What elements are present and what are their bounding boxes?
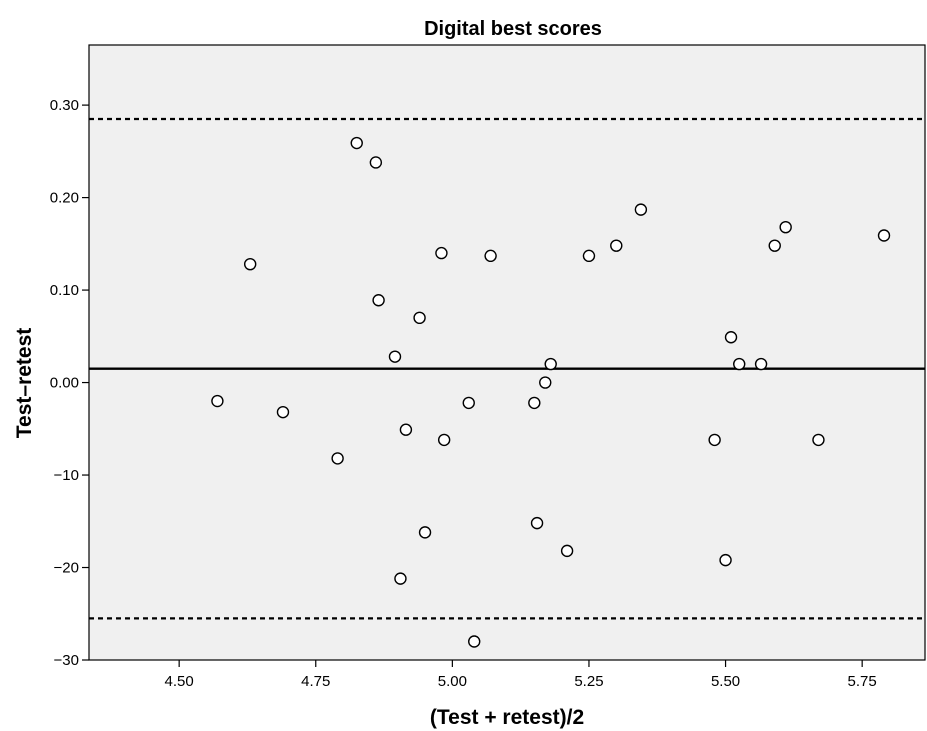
data-point xyxy=(399,423,413,436)
data-point xyxy=(276,405,290,419)
data-point xyxy=(350,136,363,150)
data-point xyxy=(211,394,224,408)
data-point xyxy=(754,357,768,371)
y-tick-label: −20 xyxy=(54,560,79,577)
data-point xyxy=(369,156,383,169)
y-tick-label: −10 xyxy=(54,467,79,484)
data-point xyxy=(610,239,623,252)
y-tick-label: −30 xyxy=(54,652,79,669)
data-points xyxy=(211,136,891,648)
y-tick-label: 0.30 xyxy=(50,97,79,114)
data-point xyxy=(372,294,385,307)
chart-title: Digital best scores xyxy=(424,18,602,40)
data-point xyxy=(779,220,792,234)
x-tick-label: 5.50 xyxy=(711,673,740,690)
y-tick-label: 0.00 xyxy=(50,375,79,392)
data-point xyxy=(437,433,451,447)
x-tick-label: 4.50 xyxy=(165,673,194,690)
x-tick-label: 5.25 xyxy=(574,673,603,690)
data-point xyxy=(582,249,596,263)
data-point xyxy=(708,433,721,447)
data-point xyxy=(435,246,448,260)
data-point xyxy=(539,376,552,389)
data-point xyxy=(812,433,825,447)
data-point xyxy=(528,396,541,410)
data-point xyxy=(413,311,426,325)
data-point xyxy=(331,452,344,465)
data-point xyxy=(733,357,746,371)
y-axis: 0.30 0.20 0.10 0.00 −10 −20 −30 xyxy=(50,97,89,669)
data-point xyxy=(530,516,544,530)
y-tick-label: 0.20 xyxy=(50,190,79,207)
data-point xyxy=(877,229,891,242)
data-point xyxy=(560,544,574,558)
x-tick-label: 5.75 xyxy=(848,673,877,690)
data-point xyxy=(468,635,481,648)
data-point xyxy=(243,257,257,271)
data-point xyxy=(394,572,407,585)
x-tick-label: 4.75 xyxy=(301,673,330,690)
data-point xyxy=(418,526,432,539)
y-axis-label: Test–retest xyxy=(13,328,36,439)
data-point xyxy=(768,239,781,252)
data-point xyxy=(462,396,475,410)
data-point xyxy=(544,357,557,371)
data-point xyxy=(724,331,738,344)
data-point xyxy=(634,203,648,216)
data-point xyxy=(484,249,497,263)
y-tick-label: 0.10 xyxy=(50,282,79,299)
data-point xyxy=(388,350,402,363)
plot-area xyxy=(88,44,926,661)
limit-lines xyxy=(89,117,925,620)
data-point xyxy=(719,553,732,567)
x-axis: 4.50 4.75 5.00 5.25 5.50 5.75 xyxy=(165,660,877,690)
x-axis-label: (Test + retest)/2 xyxy=(430,706,584,729)
x-tick-label: 5.00 xyxy=(438,673,467,690)
